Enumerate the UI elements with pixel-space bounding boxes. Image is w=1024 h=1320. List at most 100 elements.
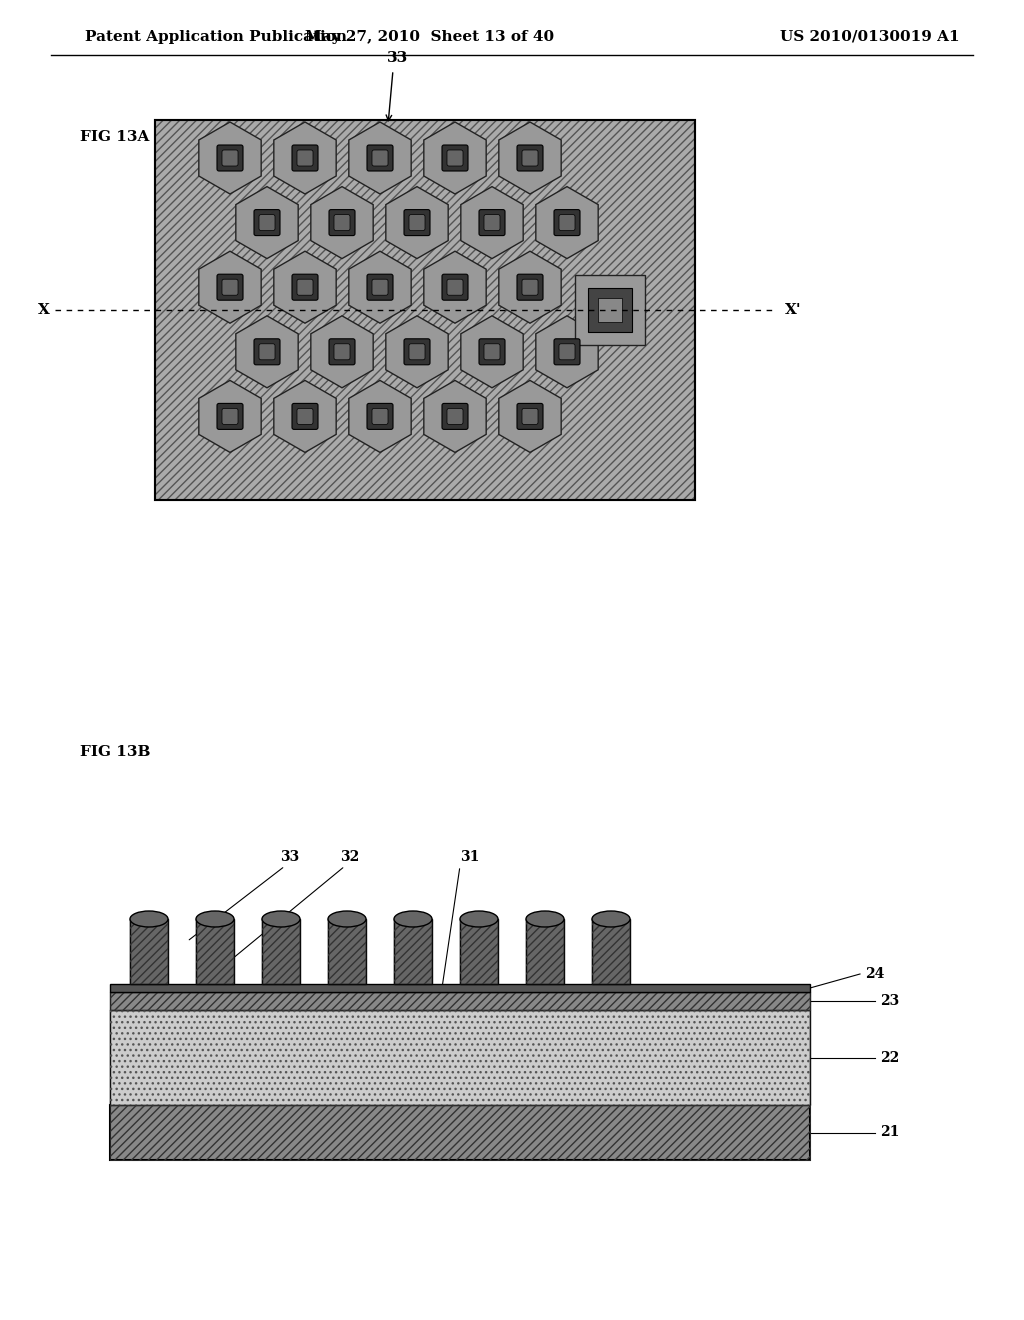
FancyBboxPatch shape bbox=[484, 215, 500, 231]
Bar bbox=[460, 919, 498, 983]
FancyBboxPatch shape bbox=[217, 145, 243, 172]
FancyBboxPatch shape bbox=[559, 343, 575, 360]
Ellipse shape bbox=[460, 911, 498, 927]
FancyBboxPatch shape bbox=[442, 275, 468, 300]
Text: FIG 13B: FIG 13B bbox=[80, 744, 151, 759]
Bar bbox=[110, 983, 810, 993]
FancyBboxPatch shape bbox=[554, 210, 580, 235]
Text: May 27, 2010  Sheet 13 of 40: May 27, 2010 Sheet 13 of 40 bbox=[305, 30, 555, 44]
FancyBboxPatch shape bbox=[517, 404, 543, 429]
Text: 21: 21 bbox=[880, 1126, 899, 1139]
FancyBboxPatch shape bbox=[222, 150, 238, 166]
FancyBboxPatch shape bbox=[522, 150, 538, 166]
Bar bbox=[130, 919, 168, 983]
FancyBboxPatch shape bbox=[334, 215, 350, 231]
FancyBboxPatch shape bbox=[217, 275, 243, 300]
FancyBboxPatch shape bbox=[217, 404, 243, 429]
FancyBboxPatch shape bbox=[329, 339, 355, 364]
Text: Patent Application Publication: Patent Application Publication bbox=[85, 30, 347, 44]
Text: 33: 33 bbox=[281, 850, 300, 865]
Polygon shape bbox=[311, 315, 373, 388]
Text: X: X bbox=[38, 304, 50, 317]
Ellipse shape bbox=[130, 911, 168, 927]
FancyBboxPatch shape bbox=[409, 343, 425, 360]
Bar bbox=[262, 919, 300, 983]
Polygon shape bbox=[349, 121, 412, 194]
Bar bbox=[155, 120, 695, 500]
Bar bbox=[526, 919, 564, 983]
FancyBboxPatch shape bbox=[222, 280, 238, 296]
FancyBboxPatch shape bbox=[254, 210, 280, 235]
FancyBboxPatch shape bbox=[297, 280, 313, 296]
FancyBboxPatch shape bbox=[404, 339, 430, 364]
FancyBboxPatch shape bbox=[254, 339, 280, 364]
FancyBboxPatch shape bbox=[447, 408, 463, 425]
Bar bbox=[394, 919, 432, 983]
Polygon shape bbox=[536, 315, 598, 388]
Bar bbox=[110, 1105, 810, 1160]
Bar bbox=[196, 919, 234, 983]
FancyBboxPatch shape bbox=[329, 210, 355, 235]
FancyBboxPatch shape bbox=[372, 280, 388, 296]
FancyBboxPatch shape bbox=[522, 408, 538, 425]
Text: 31: 31 bbox=[461, 850, 479, 865]
Bar bbox=[110, 1010, 810, 1105]
FancyBboxPatch shape bbox=[367, 275, 393, 300]
FancyBboxPatch shape bbox=[372, 408, 388, 425]
FancyBboxPatch shape bbox=[372, 150, 388, 166]
Polygon shape bbox=[273, 380, 336, 453]
Bar bbox=[598, 298, 622, 322]
Polygon shape bbox=[424, 380, 486, 453]
Bar bbox=[592, 919, 630, 983]
FancyBboxPatch shape bbox=[522, 280, 538, 296]
FancyBboxPatch shape bbox=[297, 408, 313, 425]
Text: 33: 33 bbox=[387, 51, 409, 65]
Bar bbox=[110, 993, 810, 1010]
Polygon shape bbox=[536, 186, 598, 259]
Bar bbox=[155, 120, 695, 500]
Bar bbox=[110, 1105, 810, 1160]
Ellipse shape bbox=[592, 911, 630, 927]
Text: FIG 13A: FIG 13A bbox=[80, 129, 150, 144]
Polygon shape bbox=[349, 251, 412, 323]
FancyBboxPatch shape bbox=[442, 404, 468, 429]
Bar bbox=[592, 919, 630, 983]
FancyBboxPatch shape bbox=[479, 339, 505, 364]
FancyBboxPatch shape bbox=[484, 343, 500, 360]
FancyBboxPatch shape bbox=[447, 150, 463, 166]
Polygon shape bbox=[386, 315, 449, 388]
Text: 22: 22 bbox=[880, 1051, 899, 1064]
Polygon shape bbox=[461, 315, 523, 388]
FancyBboxPatch shape bbox=[367, 145, 393, 172]
Polygon shape bbox=[499, 380, 561, 453]
FancyBboxPatch shape bbox=[259, 343, 275, 360]
Bar bbox=[196, 919, 234, 983]
FancyBboxPatch shape bbox=[292, 275, 318, 300]
Bar bbox=[588, 288, 632, 333]
Text: 23: 23 bbox=[880, 994, 899, 1008]
Bar bbox=[110, 1010, 810, 1105]
FancyBboxPatch shape bbox=[479, 210, 505, 235]
Text: US 2010/0130019 A1: US 2010/0130019 A1 bbox=[780, 30, 959, 44]
Bar bbox=[526, 919, 564, 983]
FancyBboxPatch shape bbox=[517, 275, 543, 300]
Bar bbox=[328, 919, 366, 983]
Text: X': X' bbox=[785, 304, 802, 317]
FancyBboxPatch shape bbox=[447, 280, 463, 296]
FancyBboxPatch shape bbox=[409, 215, 425, 231]
Polygon shape bbox=[199, 121, 261, 194]
FancyBboxPatch shape bbox=[559, 215, 575, 231]
FancyBboxPatch shape bbox=[517, 145, 543, 172]
Polygon shape bbox=[236, 186, 298, 259]
FancyBboxPatch shape bbox=[404, 210, 430, 235]
Polygon shape bbox=[499, 251, 561, 323]
Bar bbox=[394, 919, 432, 983]
FancyBboxPatch shape bbox=[334, 343, 350, 360]
Bar bbox=[460, 919, 498, 983]
Text: 32: 32 bbox=[340, 850, 359, 865]
Polygon shape bbox=[424, 121, 486, 194]
Bar bbox=[575, 275, 645, 345]
Polygon shape bbox=[199, 251, 261, 323]
FancyBboxPatch shape bbox=[367, 404, 393, 429]
Ellipse shape bbox=[526, 911, 564, 927]
